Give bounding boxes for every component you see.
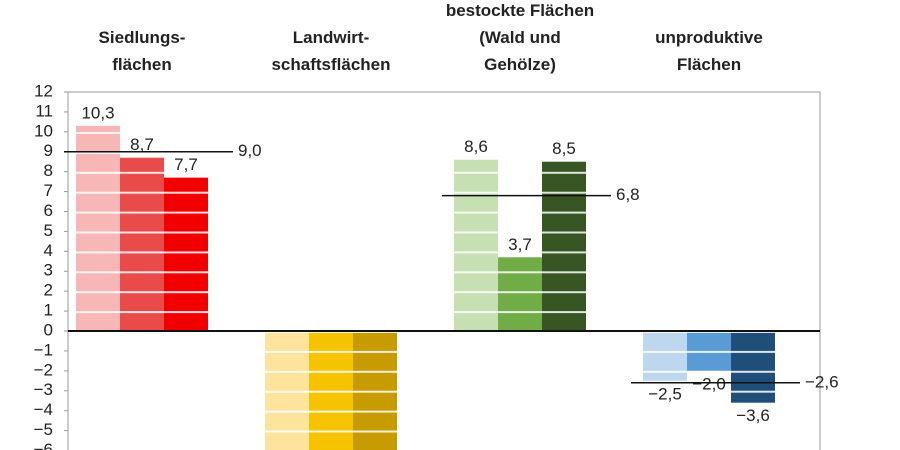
value-label: 8,6 [464, 137, 488, 156]
group-label: Siedlungs- flächen [98, 28, 186, 74]
y-tick-label: −1 [34, 340, 53, 359]
bar-stripes [542, 161, 586, 331]
average-label: 9,0 [238, 141, 262, 160]
group-label: Landwirt- schaftsflächen [271, 28, 391, 74]
value-label: 8,5 [552, 139, 576, 158]
y-tick-label: 11 [35, 101, 53, 120]
y-tick-label: −4 [34, 400, 53, 419]
bar-stripes [454, 159, 498, 331]
bar-stripes [687, 331, 731, 371]
y-tick-label: 3 [44, 261, 53, 280]
average-label: 6,8 [616, 185, 640, 204]
bar-stripes [76, 125, 120, 331]
y-tick-label: 5 [44, 221, 53, 240]
y-tick-label: 10 [34, 121, 53, 140]
value-label: 7,7 [174, 155, 198, 174]
bar-stripes [731, 331, 775, 403]
plot [76, 125, 775, 450]
bar-stripes [164, 177, 208, 331]
y-tick-label: 4 [44, 241, 53, 260]
bar-stripes [498, 257, 542, 331]
y-tick-label: −6 [34, 440, 53, 450]
y-tick-label: 8 [44, 161, 53, 180]
y-tick-label: 1 [44, 301, 53, 320]
average-label: −2,6 [805, 372, 839, 391]
group-label: bestockte Flächen (Wald und Gehölze) [445, 1, 595, 74]
bar-stripes [353, 331, 397, 450]
value-label: −2,0 [692, 374, 726, 393]
bar-stripes [309, 331, 353, 450]
y-tick-label: −3 [34, 380, 53, 399]
y-tick-label: 12 [34, 81, 53, 100]
group-label: unproduktive Flächen [655, 28, 763, 74]
y-tick-label: 9 [44, 141, 53, 160]
y-tick-label: 6 [44, 201, 53, 220]
value-label: 8,7 [130, 135, 154, 154]
y-tick-label: 7 [44, 181, 53, 200]
y-tick-label: −2 [34, 360, 53, 379]
y-tick-label: 2 [44, 281, 53, 300]
value-label: 10,3 [81, 103, 114, 122]
y-tick-label: −5 [34, 420, 53, 439]
y-tick-label: 0 [44, 320, 53, 339]
bar-stripes [643, 331, 687, 381]
value-label: −3,6 [736, 406, 770, 425]
value-label: 3,7 [508, 235, 532, 254]
bar-stripes [120, 157, 164, 331]
value-label: −2,5 [648, 384, 682, 403]
bar-stripes [265, 331, 309, 450]
